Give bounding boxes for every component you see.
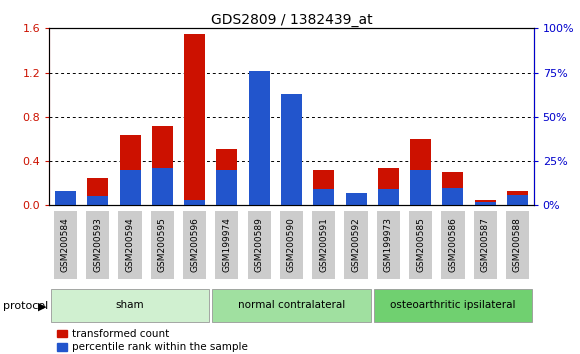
FancyBboxPatch shape bbox=[506, 211, 529, 279]
Bar bbox=[346, 195, 367, 205]
Text: GSM200585: GSM200585 bbox=[416, 217, 425, 272]
Bar bbox=[119, 170, 140, 205]
Bar bbox=[443, 172, 463, 205]
FancyBboxPatch shape bbox=[151, 211, 174, 279]
Bar bbox=[507, 195, 528, 205]
FancyBboxPatch shape bbox=[215, 211, 238, 279]
FancyBboxPatch shape bbox=[248, 211, 271, 279]
Bar bbox=[152, 126, 173, 205]
Title: GDS2809 / 1382439_at: GDS2809 / 1382439_at bbox=[211, 13, 372, 27]
Bar bbox=[281, 106, 302, 205]
Bar bbox=[184, 34, 205, 205]
Text: normal contralateral: normal contralateral bbox=[238, 300, 345, 310]
FancyBboxPatch shape bbox=[473, 211, 497, 279]
FancyBboxPatch shape bbox=[183, 211, 206, 279]
Bar bbox=[313, 170, 334, 205]
Bar bbox=[249, 71, 270, 205]
Text: osteoarthritic ipsilateral: osteoarthritic ipsilateral bbox=[390, 300, 516, 310]
Bar bbox=[55, 191, 76, 205]
Text: GSM200588: GSM200588 bbox=[513, 217, 522, 272]
Text: GSM200596: GSM200596 bbox=[190, 217, 199, 272]
Text: GSM200590: GSM200590 bbox=[287, 217, 296, 272]
FancyBboxPatch shape bbox=[54, 211, 77, 279]
Text: GSM200592: GSM200592 bbox=[351, 217, 361, 272]
Text: GSM200586: GSM200586 bbox=[448, 217, 458, 272]
FancyBboxPatch shape bbox=[374, 289, 532, 322]
Bar bbox=[346, 193, 367, 205]
FancyBboxPatch shape bbox=[51, 289, 209, 322]
Bar bbox=[184, 200, 205, 205]
Bar bbox=[410, 139, 431, 205]
Text: GSM199974: GSM199974 bbox=[222, 217, 231, 272]
Bar bbox=[378, 168, 399, 205]
Bar bbox=[249, 87, 270, 205]
Bar bbox=[313, 189, 334, 205]
Text: GSM200591: GSM200591 bbox=[319, 217, 328, 272]
Text: GSM200587: GSM200587 bbox=[481, 217, 490, 272]
FancyBboxPatch shape bbox=[86, 211, 110, 279]
FancyBboxPatch shape bbox=[345, 211, 368, 279]
FancyBboxPatch shape bbox=[312, 211, 335, 279]
Legend: transformed count, percentile rank within the sample: transformed count, percentile rank withi… bbox=[57, 329, 248, 352]
Bar bbox=[507, 191, 528, 205]
Text: GSM200595: GSM200595 bbox=[158, 217, 167, 272]
Text: GSM200594: GSM200594 bbox=[125, 217, 135, 272]
FancyBboxPatch shape bbox=[118, 211, 142, 279]
Bar bbox=[87, 196, 108, 205]
Bar bbox=[474, 200, 496, 205]
Bar bbox=[152, 168, 173, 205]
Bar bbox=[87, 178, 108, 205]
Text: ▶: ▶ bbox=[38, 301, 46, 311]
FancyBboxPatch shape bbox=[376, 211, 400, 279]
Bar bbox=[119, 135, 140, 205]
FancyBboxPatch shape bbox=[280, 211, 303, 279]
FancyBboxPatch shape bbox=[409, 211, 432, 279]
Text: GSM200593: GSM200593 bbox=[93, 217, 102, 272]
FancyBboxPatch shape bbox=[212, 289, 371, 322]
Bar bbox=[216, 170, 237, 205]
Text: protocol: protocol bbox=[3, 301, 48, 311]
Bar bbox=[55, 192, 76, 205]
Text: GSM200584: GSM200584 bbox=[61, 217, 70, 272]
Bar bbox=[378, 189, 399, 205]
Bar bbox=[281, 94, 302, 205]
Text: GSM200589: GSM200589 bbox=[255, 217, 264, 272]
Bar bbox=[474, 202, 496, 205]
FancyBboxPatch shape bbox=[441, 211, 465, 279]
Bar bbox=[410, 170, 431, 205]
Text: sham: sham bbox=[115, 300, 144, 310]
Text: GSM199973: GSM199973 bbox=[384, 217, 393, 272]
Bar bbox=[443, 188, 463, 205]
Bar bbox=[216, 149, 237, 205]
